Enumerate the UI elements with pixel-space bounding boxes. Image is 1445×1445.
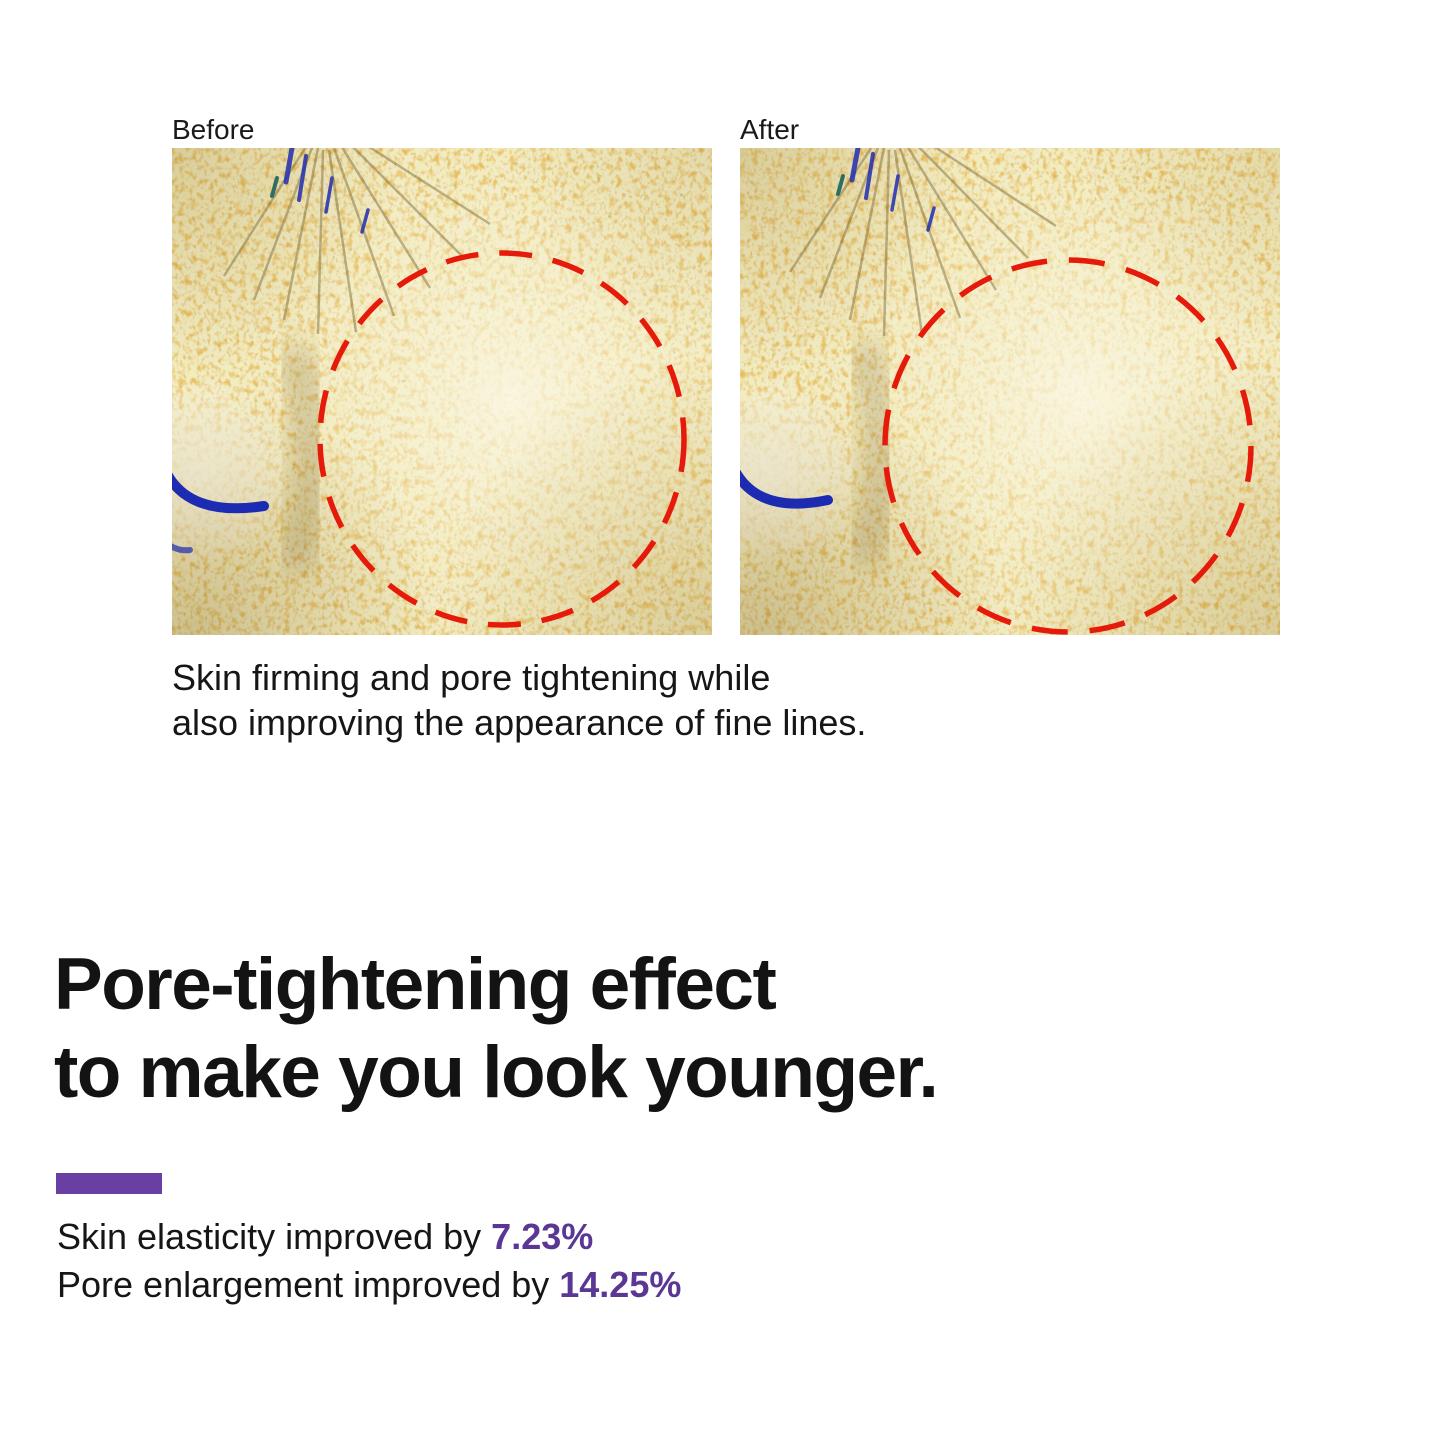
wrinkle-arc — [740, 469, 833, 509]
blue-marks-top — [283, 148, 370, 234]
comparison-caption: Skin firming and pore tightening while a… — [172, 655, 866, 745]
stat-line-elasticity: Skin elasticity improved by 7.23% — [57, 1213, 681, 1261]
after-skin-image — [740, 148, 1280, 635]
after-label: After — [740, 114, 800, 145]
before-skin-texture — [172, 148, 712, 635]
accent-bar — [56, 1173, 162, 1194]
fine-lines-fan — [788, 148, 1057, 337]
stat-line-pore: Pore enlargement improved by 14.25% — [57, 1261, 681, 1309]
after-skin-texture — [740, 148, 1280, 635]
improvement-stats: Skin elasticity improved by 7.23% Pore e… — [57, 1213, 681, 1309]
teal-mark — [270, 176, 279, 198]
caption-line-2: also improving the appearance of fine li… — [172, 702, 867, 743]
stat-elasticity-value: 7.23% — [491, 1216, 594, 1257]
headline-line-2: to make you look younger. — [54, 1032, 939, 1113]
blue-marks-top — [849, 148, 936, 232]
wrinkle-arc — [172, 472, 269, 514]
stat-pore-text: Pore enlargement improved by — [57, 1264, 560, 1305]
caption-line-1: Skin firming and pore tightening while — [172, 657, 771, 698]
before-label: Before — [172, 114, 255, 145]
analysis-circle — [317, 250, 687, 628]
page-title: Pore-tightening effect to make you look … — [54, 941, 939, 1117]
headline-line-1: Pore-tightening effect — [54, 944, 777, 1025]
stat-elasticity-text: Skin elasticity improved by — [57, 1216, 492, 1257]
analysis-circle — [882, 257, 1254, 635]
teal-mark — [836, 174, 845, 196]
wrinkle-arc-echo — [172, 543, 193, 554]
fine-lines-fan — [222, 148, 491, 335]
stat-pore-value: 14.25% — [559, 1264, 682, 1305]
before-skin-image — [172, 148, 712, 635]
